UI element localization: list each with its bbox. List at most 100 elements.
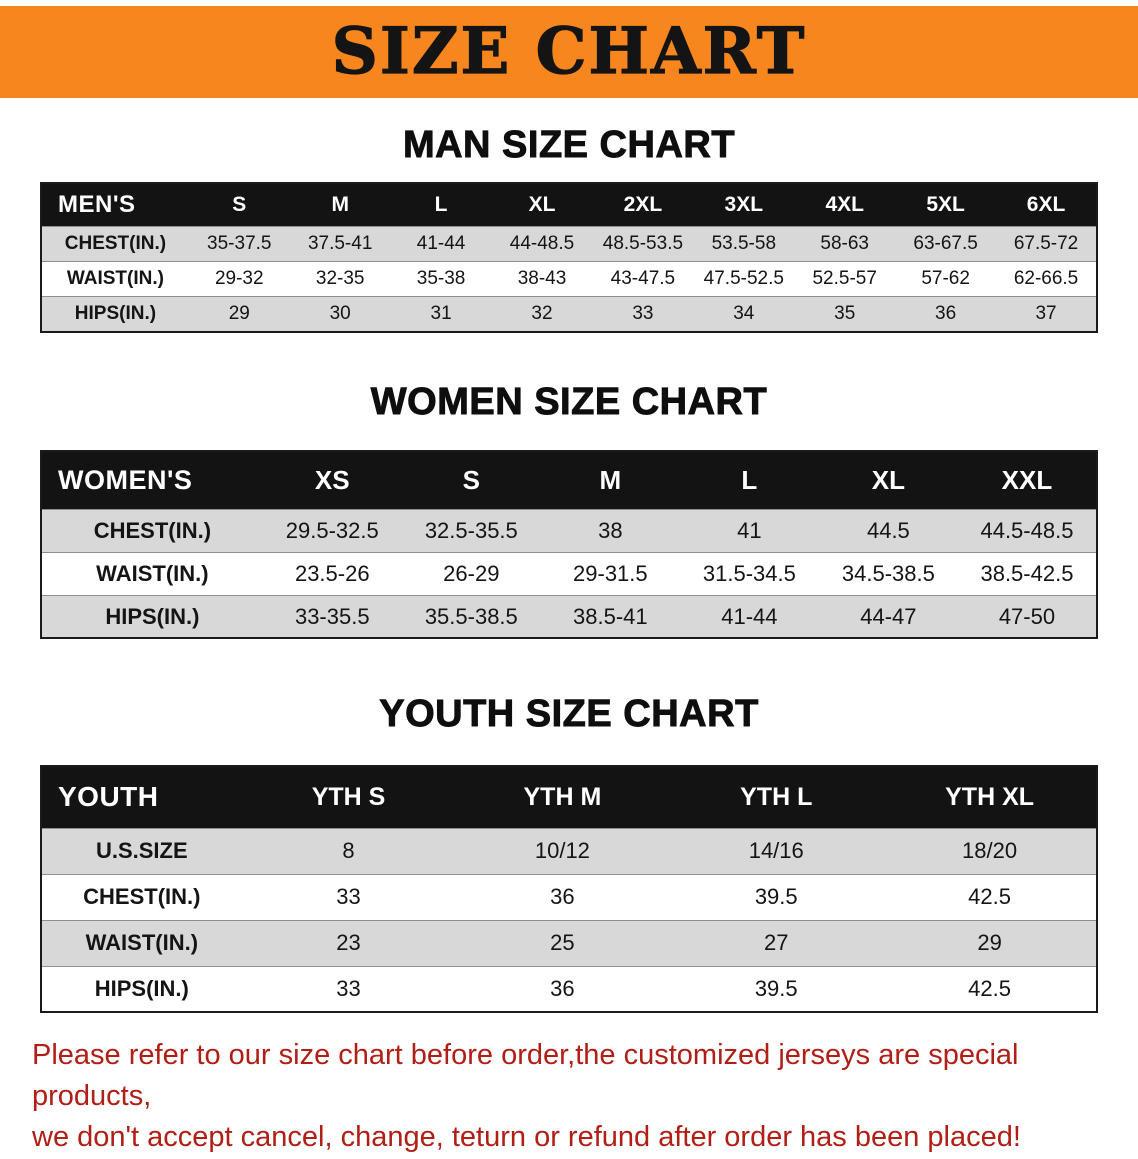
measurement-row-label: HIPS(IN.) — [74, 302, 157, 324]
measurement-row-label: CHEST(IN.) — [93, 517, 212, 543]
size-column-header: 3XL — [693, 182, 795, 227]
men-size-section: MAN SIZE CHART MEN'S S M L XL 2XL 3XL 4XL 5XL 6XL… — [0, 124, 1138, 333]
size-column-header: YTH XL — [883, 766, 1097, 829]
banner-title: SIZE CHART — [331, 14, 807, 89]
size-value-cell: 35 — [834, 302, 856, 324]
size-column-header: 4XL — [794, 182, 896, 227]
measurement-row: CHEST(IN.) 35-37.5 37.5-41 41-44 44-48.5 48.5… — [41, 226, 1097, 262]
measurement-row-label: WAIST(IN.) — [66, 268, 164, 290]
measurement-row: U.S.SIZE 8 10/12 14/16 18/20 — [41, 828, 1097, 875]
size-value-cell: 33 — [632, 302, 654, 324]
size-value-cell: 35-37.5 — [207, 233, 272, 255]
table-header-row: YOUTH YTH S YTH M YTH L YTH XL — [41, 766, 1097, 829]
measurement-row: HIPS(IN.) 29 30 31 32 33 34 35 36 37 — [41, 296, 1097, 332]
size-value-cell: 23 — [336, 930, 361, 956]
footer-line-1: Please refer to our size chart before or… — [32, 1039, 1019, 1113]
size-value-cell: 31.5-34.5 — [702, 560, 796, 586]
size-column-header: XL — [491, 182, 593, 227]
size-value-cell: 32 — [531, 302, 553, 324]
size-value-cell: 38 — [598, 517, 623, 543]
size-column-header: S — [401, 451, 541, 510]
size-value-cell: 52.5-57 — [812, 268, 877, 290]
measurement-row: CHEST(IN.) 29.5-32.5 32.5-35.5 38 41 44.5 44.5… — [41, 509, 1097, 553]
size-value-cell: 36 — [550, 975, 575, 1001]
size-value-cell: 44.5 — [866, 517, 910, 543]
table-corner-label: WOMEN'S — [41, 451, 263, 510]
size-value-cell: 34 — [733, 302, 755, 324]
size-column-header: XS — [262, 451, 402, 510]
size-value-cell: 47-50 — [998, 603, 1056, 629]
size-value-cell: 63-67.5 — [913, 233, 978, 255]
size-value-cell: 29.5-32.5 — [285, 517, 379, 543]
size-value-cell: 43-47.5 — [610, 268, 676, 290]
size-column-header: XL — [818, 451, 958, 510]
size-column-header: XXL — [957, 451, 1097, 510]
youth-size-section: YOUTH SIZE CHART YOUTH YTH S YTH M YTH L YTH… — [0, 693, 1138, 1014]
size-column-header: M — [540, 451, 680, 510]
size-value-cell: 29 — [228, 302, 250, 324]
table-corner-label: YOUTH — [41, 766, 242, 829]
size-value-cell: 62-66.5 — [1013, 268, 1079, 290]
measurement-row-label: U.S.SIZE — [95, 838, 188, 864]
size-value-cell: 67.5-72 — [1013, 233, 1079, 255]
women-size-table: WOMEN'S XS S M L XL XXL CHEST(IN.) 29.5-32.5 32.5… — [40, 450, 1098, 640]
size-value-cell: 32.5-35.5 — [424, 517, 518, 543]
size-value-cell: 41-44 — [721, 603, 778, 629]
size-value-cell: 23.5-26 — [294, 560, 370, 586]
size-value-cell: 29 — [977, 930, 1002, 956]
size-value-cell: 18/20 — [962, 838, 1018, 864]
size-value-cell: 41-44 — [416, 233, 466, 255]
size-column-header: YTH M — [455, 766, 670, 829]
size-value-cell: 35.5-38.5 — [424, 603, 518, 629]
size-value-cell: 35-38 — [416, 268, 466, 290]
size-value-cell: 8 — [342, 838, 355, 864]
size-chart-page: SIZE CHART MAN SIZE CHART MEN'S S M L XL 2XL 3… — [0, 6, 1138, 1153]
footer-disclaimer: Please refer to our size chart before or… — [32, 1035, 1138, 1159]
size-value-cell: 31 — [430, 302, 452, 324]
women-section-heading: WOMEN SIZE CHART — [370, 380, 768, 423]
size-value-cell: 44-47 — [860, 603, 917, 629]
footer-line-2: we don't accept cancel, change, teturn o… — [32, 1121, 1021, 1154]
size-value-cell: 33-35.5 — [294, 603, 370, 629]
measurement-row-label: CHEST(IN.) — [64, 233, 167, 255]
measurement-row: WAIST(IN.) 23 25 27 29 — [41, 920, 1097, 967]
size-value-cell: 38.5-42.5 — [980, 560, 1074, 586]
measurement-row-label: HIPS(IN.) — [105, 603, 200, 629]
measurement-row-label: CHEST(IN.) — [83, 884, 201, 910]
size-value-cell: 44.5-48.5 — [980, 517, 1074, 543]
size-value-cell: 38.5-41 — [573, 603, 648, 629]
size-value-cell: 14/16 — [748, 838, 804, 864]
size-value-cell: 26-29 — [443, 560, 500, 586]
table-header-row: WOMEN'S XS S M L XL XXL — [41, 451, 1097, 510]
size-column-header: YTH S — [241, 766, 456, 829]
size-value-cell: 29-31.5 — [573, 560, 648, 586]
size-chart-banner: SIZE CHART — [0, 6, 1138, 98]
size-value-cell: 33 — [336, 975, 361, 1001]
measurement-row: HIPS(IN.) 33 36 39.5 42.5 — [41, 966, 1097, 1013]
size-value-cell: 32-35 — [315, 268, 365, 290]
size-column-header: M — [289, 182, 391, 227]
size-value-cell: 29-32 — [214, 268, 264, 290]
size-value-cell: 42.5 — [968, 975, 1011, 1001]
size-column-header: 6XL — [996, 182, 1097, 227]
size-value-cell: 38-43 — [517, 268, 567, 290]
measurement-row: CHEST(IN.) 33 36 39.5 42.5 — [41, 874, 1097, 921]
size-value-cell: 57-62 — [921, 268, 970, 290]
size-value-cell: 39.5 — [754, 884, 798, 910]
size-value-cell: 42.5 — [968, 884, 1011, 910]
size-column-header: S — [188, 182, 290, 227]
size-value-cell: 27 — [763, 930, 789, 956]
size-value-cell: 58-63 — [820, 233, 870, 255]
size-value-cell: 10/12 — [534, 838, 590, 864]
measurement-row: WAIST(IN.) 23.5-26 26-29 29-31.5 31.5-34.5 34… — [41, 552, 1097, 596]
size-value-cell: 39.5 — [754, 975, 798, 1001]
size-value-cell: 37 — [1035, 302, 1057, 324]
measurement-row: HIPS(IN.) 33-35.5 35.5-38.5 38.5-41 41-44 44-… — [41, 595, 1097, 639]
size-column-header: L — [390, 182, 492, 227]
size-value-cell: 36 — [550, 884, 575, 910]
size-column-header: L — [679, 451, 819, 510]
measurement-row-label: HIPS(IN.) — [94, 975, 189, 1001]
size-value-cell: 34.5-38.5 — [841, 560, 935, 586]
youth-size-table: YOUTH YTH S YTH M YTH L YTH XL U.S.SIZE 8 10/12… — [40, 765, 1098, 1014]
measurement-row-label: WAIST(IN.) — [85, 930, 199, 956]
